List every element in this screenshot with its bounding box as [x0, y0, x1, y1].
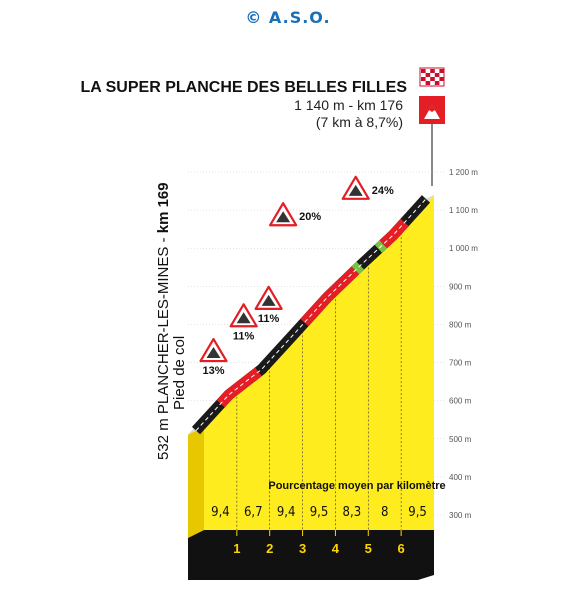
segment-gradient-value: 9,5 — [408, 505, 427, 520]
km-label: 5 — [365, 541, 372, 556]
max-gradient-label: 11% — [233, 330, 255, 342]
max-gradient-marker: 11% — [254, 285, 283, 325]
segment-gradient-value: 8 — [381, 505, 388, 520]
summit-name: LA SUPER PLANCHE DES BELLES FILLES — [80, 79, 407, 96]
start-location: 532 m PLANCHER-LES-MINES - — [155, 233, 172, 460]
legend-average-gradient: Pourcentage moyen par kilomètre — [268, 480, 445, 492]
y-tick-label: 300 m — [449, 511, 472, 520]
y-tick-label: 600 m — [449, 397, 472, 406]
slope-icon — [348, 184, 363, 196]
segment-gradient-value: 9,4 — [277, 505, 296, 520]
start-subtitle-group: Pied de col — [171, 336, 188, 410]
y-axis-ticks: 300 m 400 m 500 m 600 m 700 m 800 m 900 m 1 000… — [449, 168, 478, 520]
slope-icon — [276, 211, 291, 223]
y-tick-label: 500 m — [449, 435, 472, 444]
start-label: 532 m PLANCHER-LES-MINES - km 169 — [155, 182, 172, 460]
y-tick-label: 1 200 m — [449, 168, 478, 177]
summit-mountain-icon — [419, 96, 445, 124]
slope-icon — [236, 312, 251, 324]
max-gradient-marker: 20% — [269, 202, 321, 227]
y-tick-label: 1 000 m — [449, 244, 478, 253]
segment-gradient-value: 9,4 — [211, 505, 230, 520]
max-gradient-label: 11% — [258, 313, 280, 325]
start-km: km 169 — [155, 182, 172, 233]
segment-gradient-value: 8,3 — [343, 505, 362, 520]
y-tick-label: 700 m — [449, 359, 472, 368]
profile-area — [204, 194, 434, 530]
max-gradient-marker: 11% — [229, 303, 258, 342]
y-tick-label: 400 m — [449, 473, 472, 482]
summit-climb-stats: (7 km à 8,7%) — [316, 114, 403, 130]
summit-altitude-km: 1 140 m - km 176 — [294, 97, 403, 113]
road-line — [191, 195, 431, 435]
slope-icon — [206, 347, 221, 359]
start-subtitle: Pied de col — [171, 336, 188, 410]
copyright-notice: © A.S.O. — [245, 8, 331, 27]
km-label: 4 — [332, 541, 340, 556]
profile-side-left — [188, 426, 204, 538]
km-base-bar: 1 2 3 4 5 6 — [188, 530, 434, 580]
max-gradient-label: 20% — [299, 211, 321, 223]
y-tick-label: 1 100 m — [449, 206, 478, 215]
slope-icon — [261, 294, 276, 306]
finish-flag-icon — [419, 67, 445, 87]
max-gradient-marker: 24% — [341, 175, 394, 200]
y-tick-label: 800 m — [449, 320, 472, 329]
km-label: 6 — [398, 541, 405, 556]
segment-gradient-value: 6,7 — [244, 505, 263, 520]
max-gradient-markers: 13% 11%11% 20% 24% — [199, 175, 394, 377]
road-center-line — [195, 198, 427, 431]
km-label: 3 — [299, 541, 306, 556]
max-gradient-marker: 13% — [199, 337, 228, 377]
max-gradient-label: 24% — [372, 185, 394, 197]
svg-text:532 m PLANCHER-LES-MINES - km: 532 m PLANCHER-LES-MINES - km 169 — [155, 182, 172, 460]
km-label: 1 — [233, 541, 240, 556]
km-label: 2 — [266, 541, 273, 556]
segment-gradient-value: 9,5 — [310, 505, 329, 520]
y-tick-label: 900 m — [449, 282, 472, 291]
max-gradient-label: 13% — [202, 365, 224, 377]
km-base — [188, 530, 434, 580]
